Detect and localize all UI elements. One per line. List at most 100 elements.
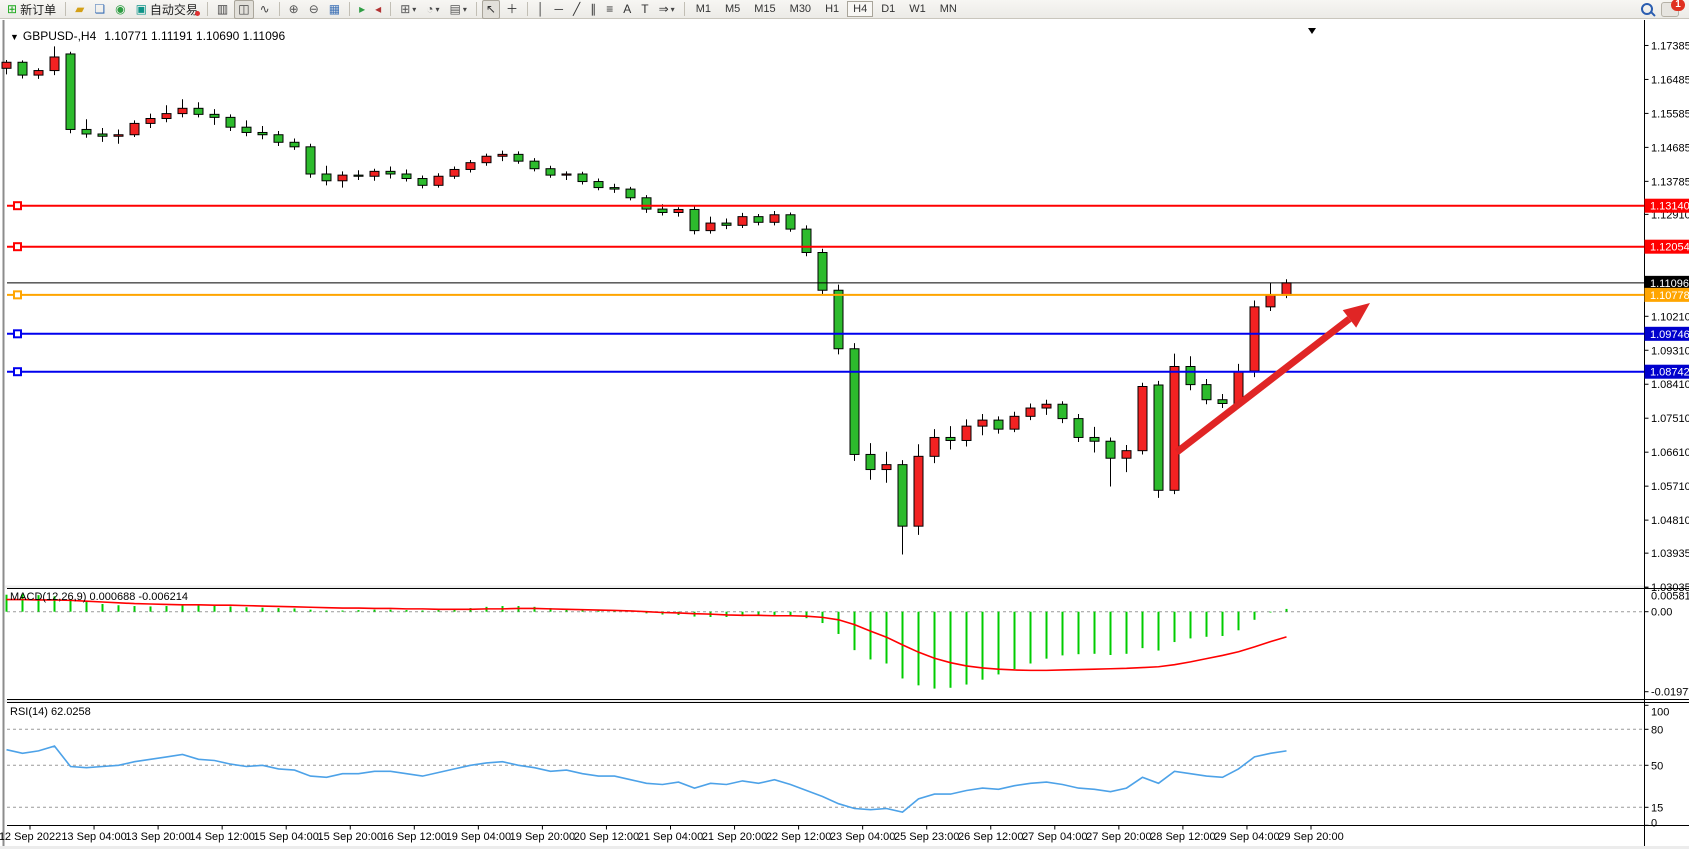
chart-shift-button[interactable]: ◂ bbox=[371, 0, 385, 19]
auto-scroll-button[interactable]: ▸ bbox=[355, 0, 369, 19]
text-label-icon: T bbox=[641, 1, 649, 16]
toolbar-separator bbox=[65, 2, 67, 16]
svg-text:29 Sep 20:00: 29 Sep 20:00 bbox=[1278, 831, 1343, 843]
dropdown-arrow-icon[interactable]: ▾ bbox=[462, 4, 467, 14]
templates-icon: ▤ bbox=[449, 1, 461, 16]
tile-windows-button[interactable]: ▦ bbox=[325, 0, 344, 19]
text-icon: A bbox=[623, 1, 632, 16]
vertical-line-button[interactable]: │ bbox=[533, 0, 549, 19]
timeframe-m30-button[interactable]: M30 bbox=[789, 3, 812, 15]
pane-splitter[interactable] bbox=[5, 699, 1689, 703]
bar-chart-button[interactable]: ▥ bbox=[213, 0, 232, 19]
chart-canvas[interactable]: 1.173851.164851.155851.146851.137851.129… bbox=[0, 19, 1689, 849]
chart-ohlc-line: ▼ GBPUSD-,H4 1.10771 1.11191 1.10690 1.110… bbox=[10, 29, 285, 43]
line-anchor-marker[interactable] bbox=[13, 290, 22, 300]
ohlc-dropdown-icon[interactable]: ▼ bbox=[10, 32, 19, 42]
svg-text:50: 50 bbox=[1651, 760, 1663, 772]
timeframe-h1-button[interactable]: H1 bbox=[825, 3, 840, 15]
fibonacci-icon: ≡ bbox=[606, 1, 614, 16]
zoom-in-button[interactable]: ⊕ bbox=[285, 0, 303, 19]
svg-text:1.15585: 1.15585 bbox=[1651, 108, 1689, 120]
svg-text:15 Sep 04:00: 15 Sep 04:00 bbox=[253, 831, 318, 843]
templates-button[interactable]: ▤ ▾ bbox=[446, 0, 471, 19]
candlestick-chart-button[interactable]: ◫ bbox=[234, 0, 254, 19]
community-button[interactable]: ❏ bbox=[90, 0, 109, 19]
dropdown-arrow-icon[interactable]: ▾ bbox=[670, 4, 675, 14]
trend-arrow[interactable] bbox=[1174, 303, 1370, 455]
svg-text:1.05710: 1.05710 bbox=[1651, 481, 1689, 493]
fibonacci-button[interactable]: ≡ bbox=[602, 0, 617, 19]
svg-text:29 Sep 04:00: 29 Sep 04:00 bbox=[1214, 831, 1279, 843]
trendline-button[interactable]: ╱ bbox=[569, 0, 584, 19]
svg-text:1.08410: 1.08410 bbox=[1651, 379, 1689, 391]
alerts-icon: ▰ bbox=[75, 1, 85, 16]
timeframe-mn-button[interactable]: MN bbox=[939, 3, 957, 15]
signals-button[interactable]: ◉ bbox=[111, 0, 129, 19]
new-order-button[interactable]: ⊞ 新订单 bbox=[3, 0, 60, 19]
toolbar-separator bbox=[475, 2, 477, 16]
svg-text:19 Sep 20:00: 19 Sep 20:00 bbox=[510, 831, 575, 843]
periods-button[interactable]: ◔ ▾ bbox=[422, 0, 443, 19]
svg-text:1.11096: 1.11096 bbox=[1650, 278, 1689, 290]
chart-plot-area[interactable] bbox=[7, 26, 1644, 586]
ohlc-values: 1.10771 1.11191 1.10690 1.11096 bbox=[104, 29, 286, 43]
arrows-button[interactable]: ⇒ ▾ bbox=[655, 0, 679, 19]
auto-scroll-icon: ▸ bbox=[359, 1, 366, 16]
search-icon[interactable] bbox=[1641, 3, 1653, 15]
text-label-button[interactable]: T bbox=[637, 0, 652, 19]
crosshair-button[interactable]: ＋ bbox=[502, 0, 522, 19]
autotrade-icon: ▣ bbox=[135, 1, 147, 16]
svg-text:1.08742: 1.08742 bbox=[1650, 367, 1689, 379]
svg-text:25 Sep 23:00: 25 Sep 23:00 bbox=[894, 831, 959, 843]
dropdown-arrow-icon[interactable]: ▾ bbox=[412, 4, 417, 14]
new-chart-button[interactable]: ⊞ ▾ bbox=[396, 0, 420, 19]
svg-text:1.03935: 1.03935 bbox=[1651, 548, 1689, 560]
autotrade-button[interactable]: ▣ 自动交易 bbox=[132, 0, 202, 19]
chart-shift-marker-icon[interactable] bbox=[1308, 28, 1316, 34]
chart-background bbox=[0, 19, 1689, 849]
macd-indicator-label: MACD(12,26,9) 0.000688 -0.006214 bbox=[10, 591, 188, 603]
svg-text:1.06610: 1.06610 bbox=[1651, 447, 1689, 459]
equidistant-channel-button[interactable]: ∥ bbox=[586, 0, 600, 19]
new-order-button-label: 新订单 bbox=[20, 2, 57, 17]
svg-text:1.16485: 1.16485 bbox=[1651, 74, 1689, 86]
svg-text:14 Sep 12:00: 14 Sep 12:00 bbox=[189, 831, 254, 843]
dropdown-arrow-icon[interactable]: ▾ bbox=[435, 4, 440, 14]
notifications-icon[interactable]: 1 bbox=[1661, 0, 1685, 17]
cursor-icon: ↖ bbox=[485, 1, 496, 16]
line-anchor-marker[interactable] bbox=[13, 242, 22, 252]
timeframe-m5-button[interactable]: M5 bbox=[724, 3, 741, 15]
svg-text:1.13785: 1.13785 bbox=[1651, 176, 1689, 188]
timeframe-w1-button[interactable]: W1 bbox=[909, 3, 926, 15]
candlestick-series bbox=[1, 46, 1292, 555]
timeframe-h4-button[interactable]: H4 bbox=[847, 1, 874, 17]
svg-text:0.00: 0.00 bbox=[1651, 607, 1672, 619]
svg-text:13 Sep 20:00: 13 Sep 20:00 bbox=[125, 831, 190, 843]
zoom-out-button[interactable]: ⊖ bbox=[305, 0, 323, 19]
pane-splitter[interactable] bbox=[5, 585, 1689, 589]
horizontal-line-button[interactable]: ─ bbox=[550, 0, 567, 19]
alerts-button[interactable]: ▰ bbox=[71, 0, 88, 19]
line-anchor-marker[interactable] bbox=[13, 329, 22, 339]
line-anchor-marker[interactable] bbox=[13, 367, 22, 377]
timeframe-m15-button[interactable]: M15 bbox=[754, 3, 776, 15]
new-order-icon: ⊞ bbox=[7, 1, 18, 16]
timeframe-d1-button[interactable]: D1 bbox=[881, 3, 896, 15]
vertical-line-icon: │ bbox=[536, 1, 545, 16]
rsi-indicator-label: RSI(14) 62.0258 bbox=[10, 706, 91, 718]
cursor-button[interactable]: ↖ bbox=[481, 0, 500, 19]
timeframe-m1-button[interactable]: M1 bbox=[695, 3, 711, 15]
svg-text:1.04810: 1.04810 bbox=[1651, 515, 1689, 527]
toolbar-separator bbox=[683, 2, 685, 16]
chart-shift-icon: ◂ bbox=[375, 1, 382, 16]
svg-text:-0.01977: -0.01977 bbox=[1651, 687, 1689, 699]
toolbar-separator bbox=[349, 2, 351, 16]
line-chart-button[interactable]: ∿ bbox=[256, 0, 274, 19]
svg-text:15: 15 bbox=[1651, 802, 1663, 814]
price-axis[interactable] bbox=[1644, 19, 1689, 846]
line-anchor-marker[interactable] bbox=[13, 201, 22, 211]
text-button[interactable]: A bbox=[619, 0, 635, 19]
svg-text:27 Sep 20:00: 27 Sep 20:00 bbox=[1086, 831, 1151, 843]
